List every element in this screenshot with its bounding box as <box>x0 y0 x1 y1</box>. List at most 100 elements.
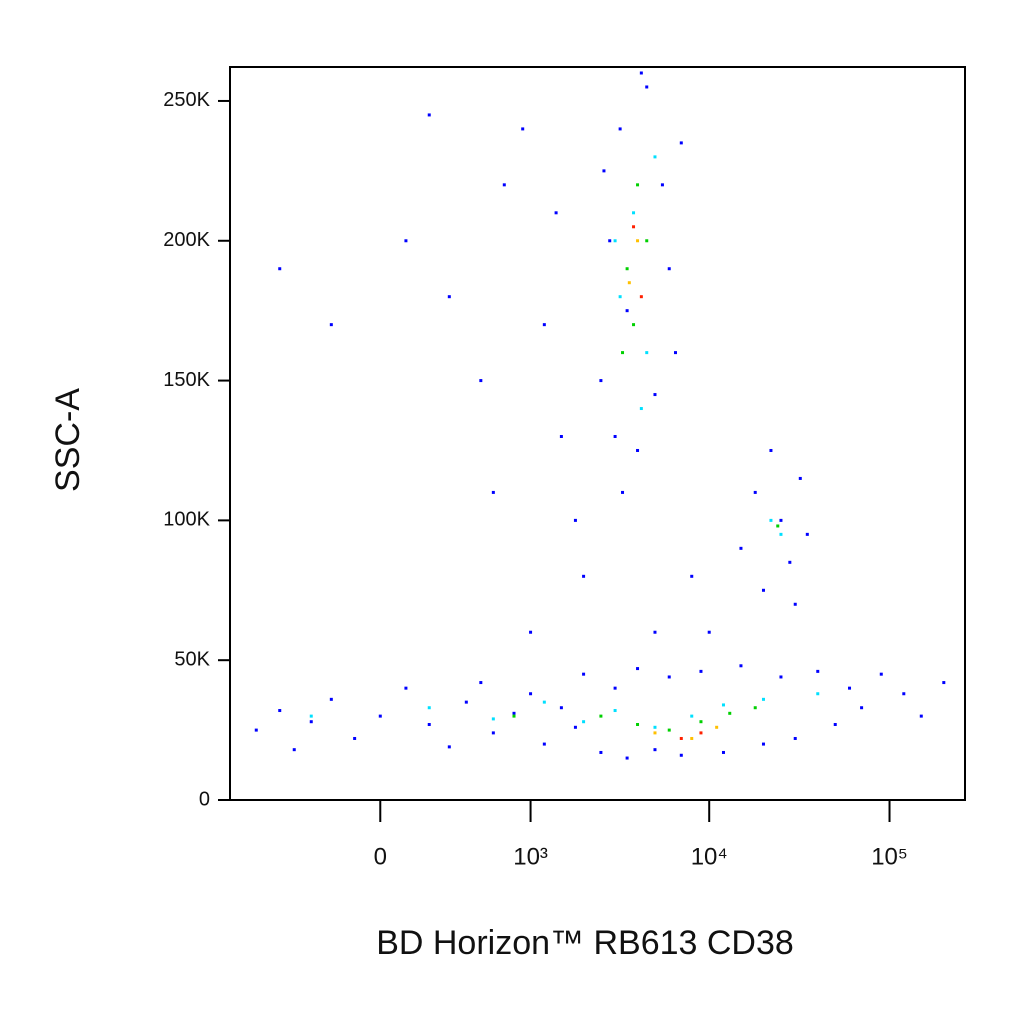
dot <box>573 725 577 729</box>
dot <box>816 669 820 673</box>
y-tick-label: 150K <box>163 369 210 391</box>
dot <box>353 736 357 740</box>
dot <box>613 434 617 438</box>
dot <box>625 309 629 313</box>
dot <box>699 720 703 724</box>
dot <box>699 731 703 735</box>
dot <box>636 239 640 243</box>
dot <box>769 448 773 452</box>
dot <box>690 574 694 578</box>
dot <box>529 630 533 634</box>
dot <box>599 750 603 754</box>
dot <box>529 692 533 696</box>
dot <box>653 393 657 397</box>
dot <box>491 731 495 735</box>
dot <box>278 709 282 713</box>
dot <box>427 706 431 710</box>
dot <box>521 127 525 131</box>
dot <box>309 720 313 724</box>
dot <box>582 720 586 724</box>
dot <box>679 141 683 145</box>
dot <box>491 717 495 721</box>
dot <box>479 681 483 685</box>
dot <box>636 667 640 671</box>
x-tick-label: 10⁴ <box>691 843 728 870</box>
dot <box>542 700 546 704</box>
dot <box>278 267 282 271</box>
dot <box>816 692 820 696</box>
dot <box>721 750 725 754</box>
dot <box>254 728 258 732</box>
dot <box>599 714 603 718</box>
dot <box>653 630 657 634</box>
dot <box>491 490 495 494</box>
dot <box>618 295 622 299</box>
dot <box>613 239 617 243</box>
y-axis-label: SSC-A <box>49 388 87 492</box>
dot <box>447 745 451 749</box>
dot <box>690 714 694 718</box>
y-tick-label: 250K <box>163 89 210 111</box>
dot <box>919 714 923 718</box>
dot <box>582 672 586 676</box>
dot <box>833 723 837 727</box>
dot <box>761 588 765 592</box>
dot <box>502 183 506 187</box>
dot <box>667 675 671 679</box>
dot <box>715 725 719 729</box>
dot <box>805 532 809 536</box>
dot <box>329 323 333 327</box>
dot <box>625 267 629 271</box>
dot <box>645 85 649 89</box>
dot <box>902 692 906 696</box>
dot <box>613 709 617 713</box>
dot <box>404 239 408 243</box>
dot <box>627 281 631 285</box>
dot <box>632 211 636 215</box>
dot <box>653 731 657 735</box>
dot <box>512 714 516 718</box>
dot <box>639 71 643 75</box>
dot <box>309 714 313 718</box>
dot <box>728 711 732 715</box>
dot <box>625 756 629 760</box>
dot <box>798 476 802 480</box>
dot <box>632 323 636 327</box>
dot <box>573 518 577 522</box>
dot <box>479 379 483 383</box>
y-tick-label: 100K <box>163 509 210 531</box>
dot <box>559 434 563 438</box>
dot <box>582 574 586 578</box>
dot <box>639 407 643 411</box>
dot <box>636 723 640 727</box>
dot <box>632 225 636 229</box>
x-axis-label: BD Horizon™ RB613 CD38 <box>376 924 794 962</box>
dot <box>753 490 757 494</box>
dot <box>599 379 603 383</box>
dot <box>739 546 743 550</box>
dot <box>645 351 649 355</box>
dot <box>779 532 783 536</box>
dot <box>329 697 333 701</box>
dot <box>613 686 617 690</box>
dot <box>769 518 773 522</box>
dot <box>667 728 671 732</box>
dot <box>512 711 516 715</box>
dot <box>761 697 765 701</box>
dot <box>942 681 946 685</box>
y-tick-label: 0 <box>199 788 210 810</box>
dot <box>860 706 864 710</box>
dot <box>464 700 468 704</box>
dot <box>776 524 780 528</box>
dot <box>653 725 657 729</box>
dot <box>608 239 612 243</box>
dot <box>753 706 757 710</box>
dot <box>660 183 664 187</box>
dot <box>447 295 451 299</box>
dot <box>618 127 622 131</box>
dot <box>645 239 649 243</box>
dot <box>292 748 296 752</box>
dot <box>673 351 677 355</box>
dot <box>653 748 657 752</box>
